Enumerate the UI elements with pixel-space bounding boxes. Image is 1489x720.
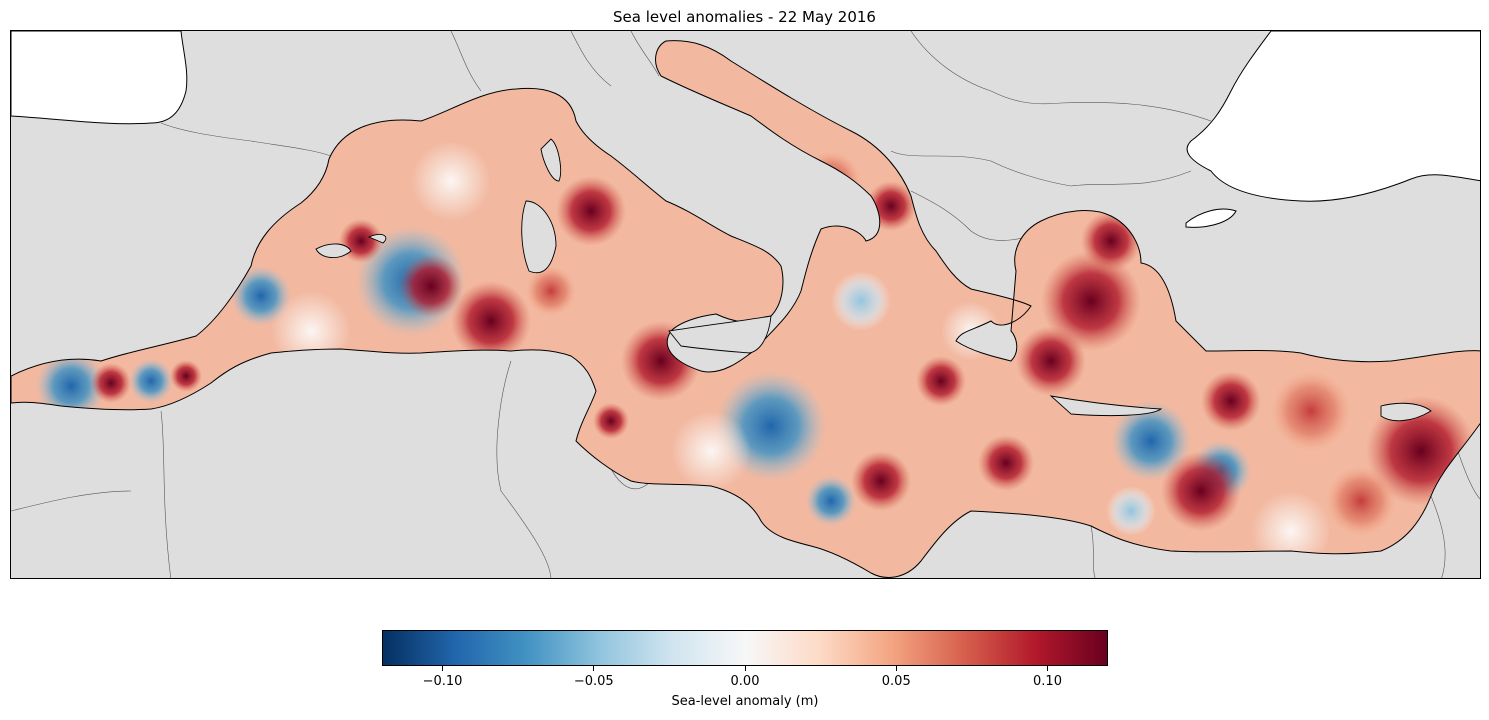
colorbar-tick	[744, 666, 746, 671]
colorbar-tick	[1047, 666, 1048, 671]
colorbar-tick	[442, 666, 443, 671]
islands	[315, 138, 1432, 422]
map-svg	[11, 31, 1480, 578]
colorbar-tick-label: 0.05	[881, 674, 911, 689]
colorbar-tick-label: −0.05	[573, 674, 614, 689]
colorbar-tick-label: −0.10	[422, 674, 463, 689]
map-panel	[10, 30, 1481, 579]
chart-title: Sea level anomalies - 22 May 2016	[613, 8, 876, 26]
colorbar	[382, 630, 1108, 666]
colorbar-tick	[593, 666, 595, 671]
black-sea	[1186, 31, 1480, 202]
colorbar-tick	[895, 666, 897, 671]
atlantic-ocean	[11, 31, 188, 125]
colorbar-label: Sea-level anomaly (m)	[671, 694, 819, 709]
colorbar-tick-label: 0.10	[1033, 674, 1062, 689]
colorbar-tick-label: 0.00	[730, 674, 760, 689]
sea-of-marmara	[1185, 208, 1237, 228]
